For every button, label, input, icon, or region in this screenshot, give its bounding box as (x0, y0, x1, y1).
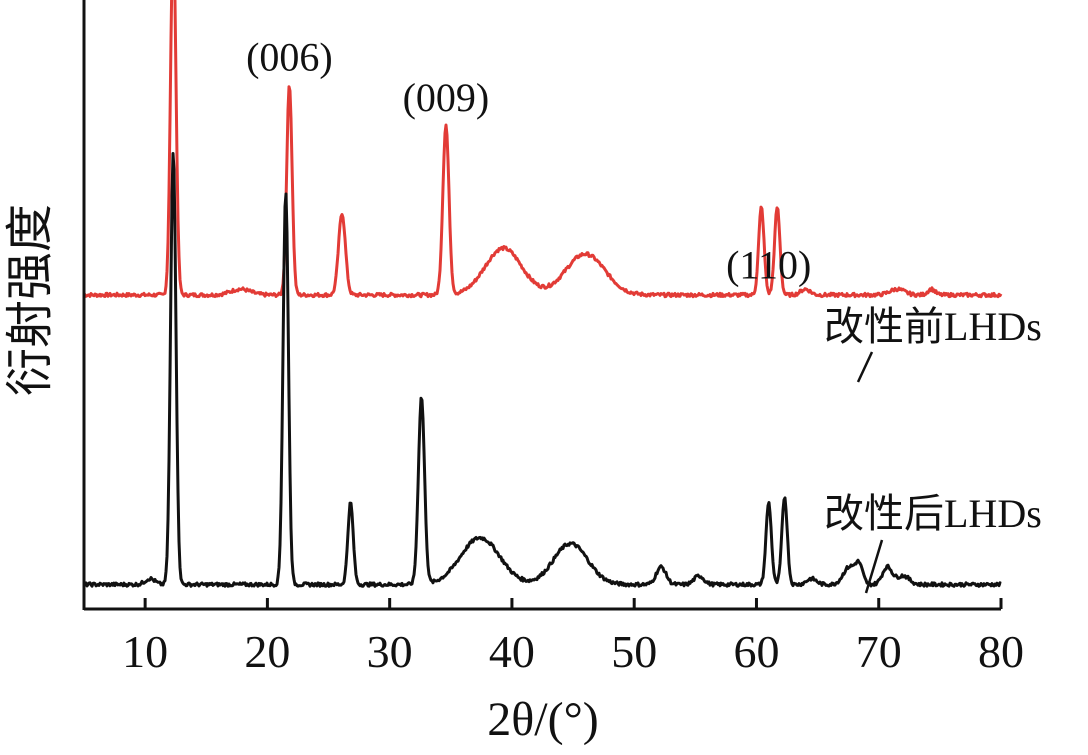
legend-label-after: 改性后LHDs (824, 491, 1042, 536)
x-tick-label: 70 (856, 626, 902, 677)
legend-label-before: 改性前LHDs (824, 304, 1042, 349)
x-tick-label: 50 (611, 626, 657, 677)
y-axis-title: 衍射强度 (4, 204, 57, 396)
x-tick-label: 30 (367, 626, 413, 677)
legend-leader-after (864, 539, 884, 594)
peak-annotation: (110) (726, 242, 811, 287)
x-tick-label: 10 (122, 626, 168, 677)
x-tick-label: 40 (489, 626, 535, 677)
x-tick-label: 60 (733, 626, 779, 677)
x-tick-label: 20 (244, 626, 290, 677)
peak-annotations: (003)(006)(009)(110) (246, 34, 811, 287)
legend-leader-before (856, 351, 874, 383)
peak-annotation: (006) (246, 34, 333, 79)
x-tick-label: 80 (978, 626, 1024, 677)
series-lines (82, 0, 1003, 588)
series-line-1 (82, 152, 1002, 588)
x-tick-labels: 10 20 30 40 50 60 70 80 (122, 626, 1024, 677)
peak-annotation: (009) (403, 75, 490, 120)
series-line-0 (83, 0, 1003, 299)
x-axis-title: 2θ/(°) (487, 693, 599, 746)
x-ticks (143, 598, 1003, 609)
